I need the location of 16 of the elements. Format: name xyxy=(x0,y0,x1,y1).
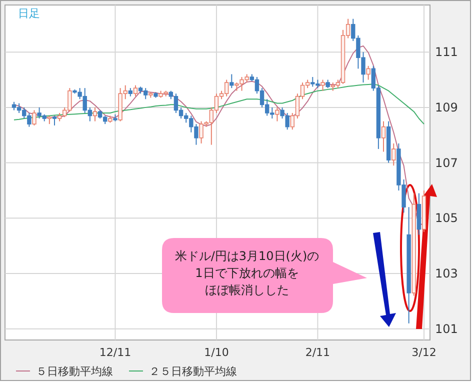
x-tick-label: 1/10 xyxy=(204,346,229,359)
legend-label: ２５日移動平均線 xyxy=(149,365,237,378)
annotation: ほぼ帳消しした xyxy=(205,283,289,297)
annotation: 1日で下放れの幅を xyxy=(195,266,299,280)
annotation: 日足 xyxy=(18,7,40,20)
y-tick-label: 111 xyxy=(435,45,458,60)
y-tick-label: 101 xyxy=(435,322,458,336)
x-tick-label: 12/11 xyxy=(99,346,132,359)
y-tick-label: 107 xyxy=(435,156,458,170)
y-tick-label: 109 xyxy=(435,100,458,114)
x-tick-label: 3/12 xyxy=(412,346,436,359)
x-tick-label: 2/11 xyxy=(305,346,330,359)
y-tick-label: 105 xyxy=(435,211,458,226)
y-tick-label: 103 xyxy=(435,266,458,281)
annotation: 米ドル/円は3月10日(火)の xyxy=(174,249,320,263)
legend-label: ５日移動平均線 xyxy=(36,365,113,378)
